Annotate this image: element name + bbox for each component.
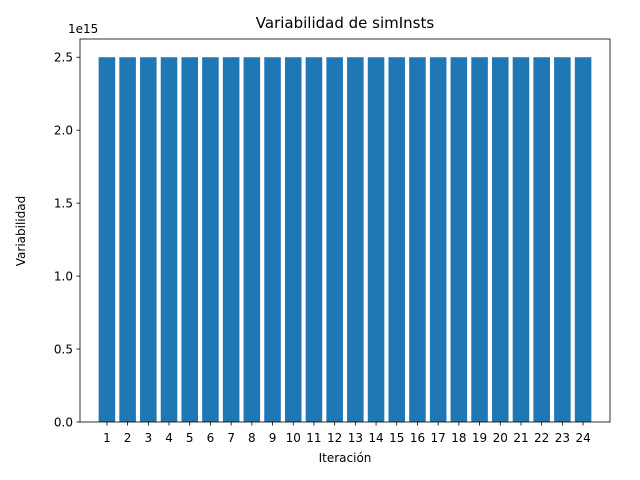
y-tick-label: 2.5	[54, 51, 73, 65]
bar	[388, 57, 406, 422]
bar	[264, 57, 281, 422]
x-tick-label: 7	[227, 431, 235, 445]
x-tick-label: 9	[269, 431, 277, 445]
y-tick-label: 0.5	[54, 343, 73, 357]
bar	[367, 57, 385, 422]
x-tick-label: 10	[286, 431, 301, 445]
bar	[554, 57, 571, 422]
bar	[450, 57, 468, 422]
x-tick-label: 21	[513, 431, 528, 445]
bar	[119, 57, 136, 422]
bar	[305, 57, 323, 422]
bar	[512, 57, 530, 422]
bar	[409, 57, 426, 422]
bar	[222, 57, 240, 422]
y-tick-label: 1.5	[54, 197, 73, 211]
bar	[98, 57, 116, 422]
x-tick-label: 15	[389, 431, 404, 445]
x-tick-label: 16	[410, 431, 425, 445]
bar	[471, 57, 488, 422]
y-axis-label: Variabilidad	[14, 196, 28, 266]
y-tick-label: 1.0	[54, 270, 73, 284]
bar	[533, 57, 550, 422]
x-tick-label: 23	[555, 431, 570, 445]
bar	[491, 57, 509, 422]
plot-area: 1 2 3 4 5 6 7 8 9 10 11 12 13 14 15 16 17 18 19 20 21 22 23 240…	[54, 38, 611, 445]
x-tick-label: 22	[534, 431, 549, 445]
bar	[326, 57, 343, 422]
x-tick-label: 24	[575, 431, 590, 445]
y-axis-offset-label: 1e15	[68, 22, 98, 36]
bar	[202, 57, 219, 422]
bar	[574, 57, 592, 422]
x-tick-label: 17	[431, 431, 446, 445]
x-axis-label: Iteración	[319, 451, 372, 465]
y-tick-label: 0.0	[54, 416, 73, 430]
bar	[284, 57, 302, 422]
x-tick-label: 14	[368, 431, 383, 445]
x-tick-label: 5	[186, 431, 194, 445]
x-tick-label: 18	[451, 431, 466, 445]
y-tick-label: 2.0	[54, 124, 73, 138]
x-tick-label: 1	[103, 431, 111, 445]
bar	[181, 57, 199, 422]
x-tick-label: 20	[493, 431, 508, 445]
x-tick-label: 8	[248, 431, 256, 445]
x-tick-label: 11	[306, 431, 321, 445]
x-tick-label: 2	[124, 431, 132, 445]
bar	[429, 57, 447, 422]
x-tick-label: 3	[145, 431, 153, 445]
x-tick-label: 12	[327, 431, 342, 445]
axes-frame	[79, 38, 611, 423]
bar	[140, 57, 157, 422]
x-tick-label: 6	[207, 431, 215, 445]
bar	[347, 57, 364, 422]
chart-title: Variabilidad de simInsts	[256, 14, 435, 32]
bar	[160, 57, 178, 422]
x-tick-label: 19	[472, 431, 487, 445]
x-tick-label: 13	[348, 431, 363, 445]
bar	[243, 57, 261, 422]
x-tick-label: 4	[165, 431, 173, 445]
